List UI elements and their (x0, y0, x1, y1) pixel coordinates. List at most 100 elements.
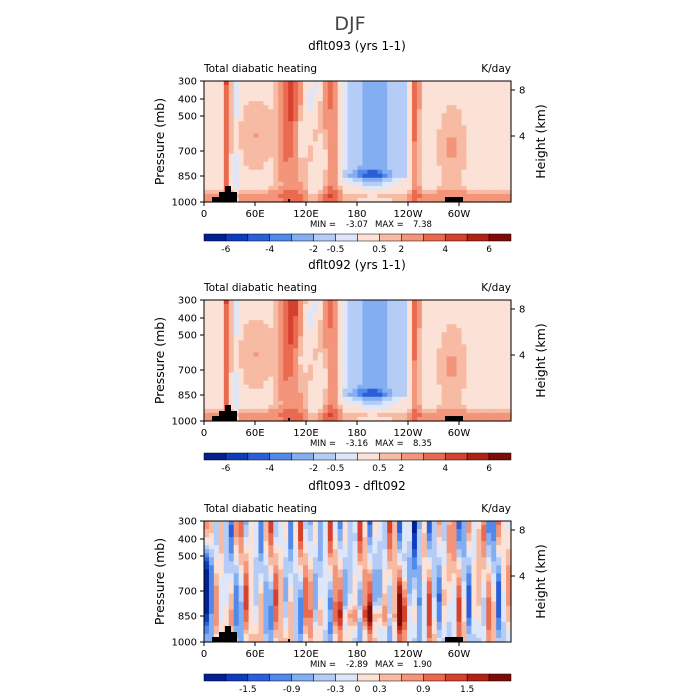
field-cell (456, 525, 463, 530)
field-cell (258, 137, 265, 143)
field-cell (411, 189, 418, 195)
field-cell (327, 553, 334, 558)
field-cell (317, 197, 324, 203)
field-cell (372, 348, 378, 354)
field-cell (402, 521, 408, 526)
field-cell (367, 145, 373, 151)
field-cell (352, 400, 359, 406)
field-cell (476, 348, 482, 354)
field-cell (208, 400, 215, 406)
field-cell (357, 169, 364, 175)
field-cell (367, 181, 373, 187)
field-cell (421, 185, 428, 191)
field-cell (278, 392, 284, 398)
field-cell (411, 404, 418, 410)
field-cell (283, 376, 289, 382)
field-cell (506, 117, 512, 122)
field-cell (481, 368, 487, 374)
field-cell (421, 416, 428, 422)
field-cell (208, 521, 215, 526)
field-cell (208, 145, 215, 151)
field-cell (377, 85, 383, 90)
field-cell (372, 189, 378, 195)
field-cell (347, 320, 354, 325)
field-cell (471, 533, 477, 538)
field-cell (268, 161, 274, 167)
field-cell (238, 125, 245, 130)
field-cell (312, 181, 319, 187)
field-cell (397, 93, 403, 98)
field-cell (293, 404, 299, 410)
field-cell (436, 581, 443, 587)
field-cell (327, 320, 334, 325)
field-cell (248, 332, 255, 337)
field-cell (298, 328, 304, 333)
field-cell (233, 388, 240, 394)
field-cell (243, 173, 250, 179)
colorbar-swatch (291, 233, 314, 242)
field-cell (248, 185, 255, 191)
field-cell (337, 384, 344, 390)
field-cell (218, 557, 225, 562)
field-cell (431, 161, 438, 167)
field-cell (268, 117, 274, 122)
field-cell (362, 529, 368, 534)
field-cell (411, 581, 418, 587)
field-cell (204, 408, 210, 414)
field-cell (312, 344, 319, 349)
field-cell (273, 553, 279, 558)
field-cell (357, 344, 364, 349)
field-cell (273, 541, 279, 546)
field-cell (501, 177, 507, 183)
field-cell (233, 117, 240, 122)
field-cell (213, 368, 220, 374)
field-cell (506, 300, 512, 305)
field-cell (501, 545, 507, 550)
field-cell (317, 396, 324, 402)
field-cell (431, 368, 438, 374)
field-cell (298, 344, 304, 349)
field-cell (208, 97, 215, 102)
field-cell (268, 149, 274, 155)
field-cell (218, 89, 225, 94)
field-cell (466, 169, 472, 175)
field-cell (461, 392, 468, 398)
field-cell (248, 589, 255, 595)
field-cell (441, 344, 448, 349)
field-cell (377, 533, 383, 538)
field-cell (397, 316, 403, 321)
field-cell (461, 157, 468, 163)
field-cell (273, 569, 279, 575)
field-cell (263, 161, 269, 167)
field-cell (298, 404, 304, 410)
field-cell (436, 145, 443, 151)
field-cell (421, 553, 428, 558)
field-cell (481, 85, 487, 90)
field-cell (253, 197, 260, 203)
field-cell (288, 161, 294, 167)
field-cell (223, 344, 230, 349)
field-cell (233, 113, 240, 118)
field-cell (288, 392, 294, 398)
field-cell (327, 308, 334, 313)
field-cell (288, 581, 294, 587)
field-cell (486, 416, 492, 422)
field-cell (357, 565, 364, 570)
field-cell (362, 336, 368, 341)
field-cell (476, 384, 482, 390)
field-cell (243, 185, 250, 191)
field-cell (357, 352, 364, 358)
field-cell (466, 569, 472, 575)
field-cell (362, 141, 368, 147)
field-cell (293, 577, 299, 583)
field-cell (431, 300, 438, 305)
field-cell (461, 316, 468, 321)
field-cell (248, 117, 255, 122)
field-cell (213, 137, 220, 143)
field-cell (486, 121, 492, 126)
field-cell (456, 360, 463, 366)
field-cell (456, 561, 463, 566)
field-cell (253, 101, 260, 106)
field-cell (362, 384, 368, 390)
field-cell (407, 577, 413, 583)
